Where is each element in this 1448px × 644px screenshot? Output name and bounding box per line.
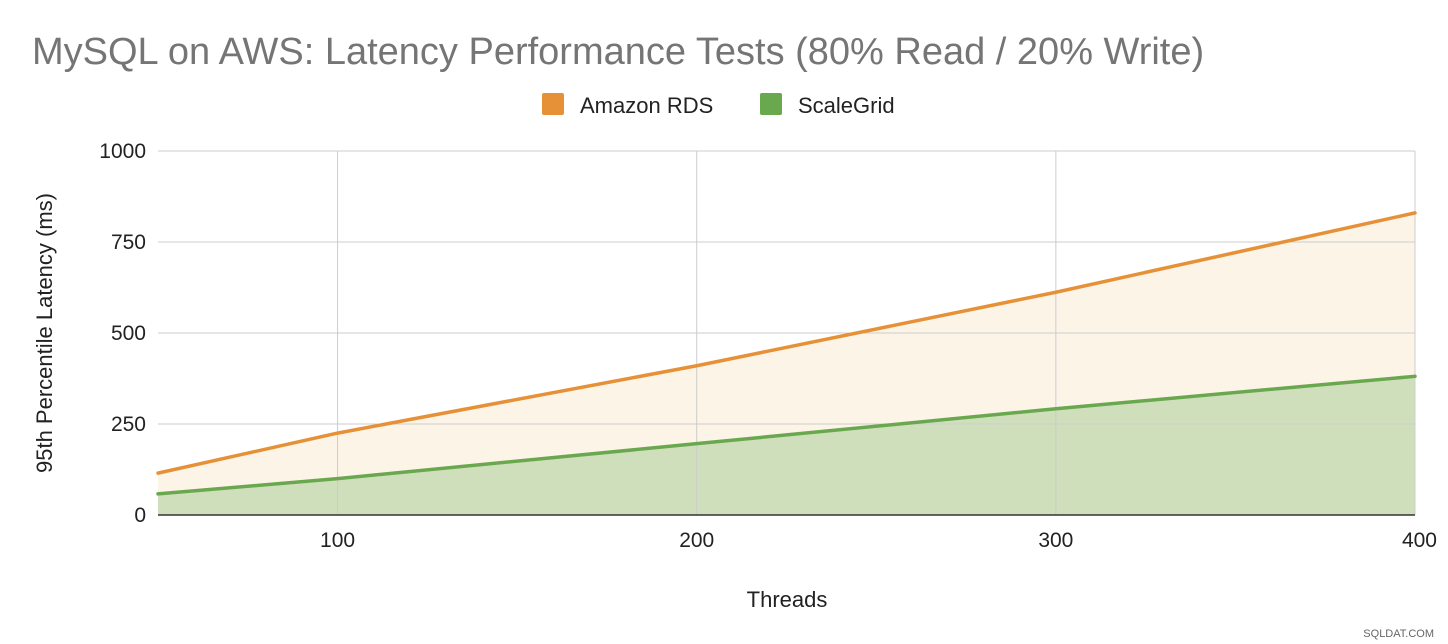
x-tick-label-300: 300 xyxy=(1038,529,1073,552)
legend-label-amazon-rds: Amazon RDS xyxy=(580,93,713,118)
y-tick-label-250: 250 xyxy=(111,413,146,436)
legend: Amazon RDS ScaleGrid xyxy=(542,93,895,118)
y-tick-label-0: 0 xyxy=(134,504,146,527)
y-axis-label: 95th Percentile Latency (ms) xyxy=(32,193,57,473)
x-tick-label-400: 400 xyxy=(1402,529,1437,552)
x-axis-label: Threads xyxy=(747,587,828,612)
legend-label-scalegrid: ScaleGrid xyxy=(798,93,895,118)
x-tick-label-100: 100 xyxy=(320,529,355,552)
x-tick-label-200: 200 xyxy=(679,529,714,552)
legend-swatch-amazon-rds xyxy=(542,93,564,115)
area-fill-scalegrid xyxy=(158,376,1415,515)
y-tick-label-1000: 1000 xyxy=(99,140,146,163)
chart-title: MySQL on AWS: Latency Performance Tests … xyxy=(32,31,1204,73)
plot-area: 0 250 500 750 1000 100 200 300 400 xyxy=(99,140,1437,552)
y-tick-label-500: 500 xyxy=(111,322,146,345)
series-line-scalegrid xyxy=(156,374,1417,496)
watermark: SQLDAT.COM xyxy=(1363,628,1434,640)
series-line-amazon-rds xyxy=(156,211,1417,475)
legend-swatch-scalegrid xyxy=(760,93,782,115)
y-tick-label-750: 750 xyxy=(111,231,146,254)
